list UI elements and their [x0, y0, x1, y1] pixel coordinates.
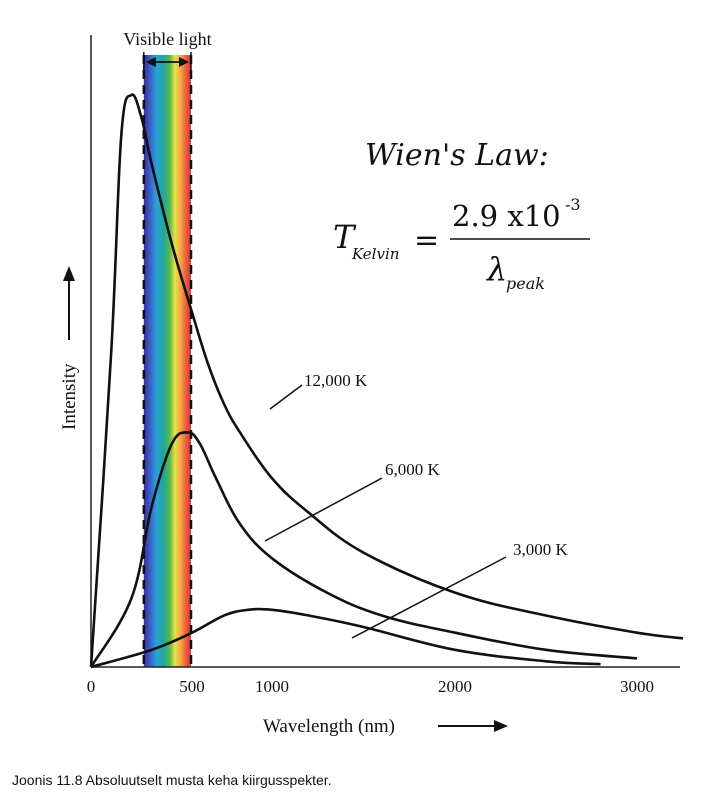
formula-exponent: -3: [565, 195, 581, 214]
visible-light-label: Visible light: [123, 29, 211, 49]
leader-6000: [264, 477, 383, 542]
visible-band-arrowhead-left: [145, 57, 156, 67]
visible-band: Visible light: [123, 29, 212, 667]
formula-numerator: 2.9 x10: [452, 199, 561, 233]
x-tick-label: 500: [179, 677, 205, 696]
x-tick-label: 3000: [620, 677, 654, 696]
series-line-3000k: [90, 607, 601, 669]
series-label-3000: 3,000 K: [513, 540, 569, 559]
x-axis-arrowhead: [494, 720, 508, 732]
formula-equals: =: [414, 223, 439, 258]
series-line-12000k: [89, 93, 684, 668]
formula-lambda: λ: [485, 250, 507, 288]
formula-title: Wien's Law:: [365, 138, 549, 173]
x-tick-label: 0: [87, 677, 96, 696]
figure-caption: Joonis 11.8 Absoluutselt musta keha kiir…: [12, 772, 332, 788]
x-axis-label: Wavelength (nm): [263, 716, 395, 737]
leader-3000: [351, 556, 507, 639]
series-line-6000k: [89, 431, 638, 668]
formula-lambda-subscript: peak: [506, 274, 545, 293]
series-label-12000: 12,000 K: [304, 371, 368, 390]
formula-T-subscript: Kelvin: [351, 245, 399, 263]
formula-T: T: [333, 218, 357, 256]
y-axis-label: Intensity: [59, 363, 80, 430]
x-tick-label: 1000: [255, 677, 289, 696]
blackbody-chart: Visible light 0 500 1000 2000 3000 Wavel…: [59, 29, 684, 737]
y-axis-arrowhead: [63, 266, 75, 281]
series-label-6000: 6,000 K: [385, 460, 441, 479]
x-ticks: 0 500 1000 2000 3000: [87, 677, 654, 696]
visible-band-arrowhead-right: [179, 57, 189, 67]
x-tick-label: 2000: [438, 677, 472, 696]
leader-12000: [269, 384, 303, 410]
wiens-law-formula: Wien's Law: T Kelvin = 2.9 x10 -3 λ peak: [333, 138, 590, 293]
visible-spectrum: [143, 55, 191, 667]
series-group: [89, 93, 684, 669]
